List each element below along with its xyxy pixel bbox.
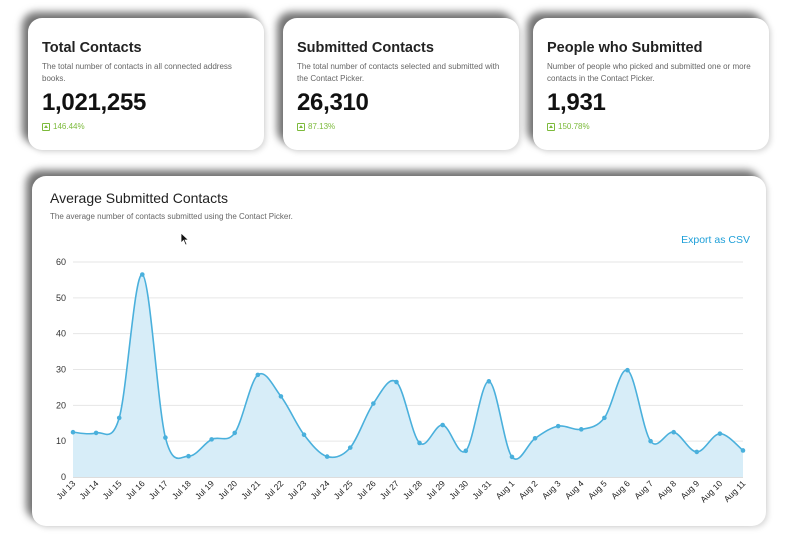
x-tick-label: Aug 3: [540, 478, 563, 501]
x-tick-label: Jul 15: [101, 478, 124, 501]
x-tick-label: Jul 26: [355, 478, 378, 501]
stat-delta: 150.78%: [547, 122, 755, 131]
data-point[interactable]: [232, 430, 238, 436]
stat-delta: 87.13%: [297, 122, 505, 131]
data-point[interactable]: [93, 430, 99, 436]
data-point[interactable]: [463, 448, 469, 454]
stat-delta-value: 150.78%: [558, 122, 590, 131]
x-tick-label: Jul 22: [262, 478, 285, 501]
arrow-up-box-icon: [547, 122, 555, 131]
data-point[interactable]: [394, 379, 399, 385]
x-tick-label: Aug 8: [655, 478, 678, 501]
data-point[interactable]: [278, 394, 284, 399]
y-tick-label: 60: [56, 257, 66, 267]
x-tick-label: Aug 10: [698, 478, 724, 504]
data-point[interactable]: [255, 372, 261, 378]
x-tick-label: Jul 14: [77, 478, 100, 501]
x-tick-label: Jul 13: [54, 478, 77, 501]
stat-delta-value: 146.44%: [53, 122, 85, 131]
stat-value: 1,021,255: [42, 89, 147, 116]
y-tick-label: 20: [56, 400, 66, 410]
stat-card-total-contacts: Total Contacts The total number of conta…: [28, 18, 264, 150]
x-tick-label: Jul 28: [401, 478, 424, 501]
chart-subtitle: The average number of contacts submitted…: [50, 212, 293, 221]
x-tick-label: Jul 30: [447, 478, 470, 501]
data-point[interactable]: [625, 367, 630, 373]
data-point[interactable]: [532, 436, 538, 441]
x-tick-label: Jul 29: [424, 478, 447, 501]
data-point[interactable]: [116, 415, 122, 421]
export-csv-link[interactable]: Export as CSV: [681, 234, 750, 246]
x-tick-label: Jul 16: [124, 478, 147, 501]
stat-value: 1,931: [547, 89, 606, 116]
data-point[interactable]: [70, 429, 76, 435]
data-point[interactable]: [717, 431, 723, 436]
data-point[interactable]: [440, 422, 445, 428]
stat-description: The total number of contacts in all conn…: [42, 62, 232, 83]
y-tick-label: 40: [56, 329, 66, 339]
x-tick-label: Jul 31: [470, 478, 493, 501]
y-tick-label: 0: [61, 472, 66, 482]
x-tick-label: Aug 5: [586, 478, 609, 501]
data-point[interactable]: [602, 415, 607, 421]
x-tick-label: Jul 17: [147, 478, 170, 501]
y-tick-label: 30: [56, 365, 66, 375]
data-point[interactable]: [578, 427, 584, 432]
stat-delta: 146.44%: [42, 122, 250, 131]
stat-title: People who Submitted: [547, 40, 703, 56]
data-point[interactable]: [301, 432, 307, 438]
x-tick-label: Aug 7: [632, 478, 655, 501]
data-point[interactable]: [740, 448, 746, 453]
x-tick-label: Jul 19: [193, 478, 216, 501]
data-point[interactable]: [486, 379, 492, 384]
stat-delta-value: 87.13%: [308, 122, 336, 131]
data-point[interactable]: [509, 454, 515, 460]
x-tick-label: Jul 20: [216, 478, 239, 501]
x-tick-label: Aug 4: [563, 478, 586, 501]
stat-description: Number of people who picked and submitte…: [547, 62, 751, 83]
data-point[interactable]: [347, 445, 353, 450]
stat-card-people-submitted: People who Submitted Number of people wh…: [533, 18, 769, 150]
x-tick-label: Aug 6: [609, 478, 632, 501]
stat-value: 26,310: [297, 89, 369, 116]
x-tick-label: Jul 24: [308, 478, 331, 501]
data-point[interactable]: [694, 449, 700, 455]
data-point[interactable]: [186, 453, 191, 459]
data-point[interactable]: [555, 423, 561, 429]
data-point[interactable]: [209, 437, 214, 442]
data-point[interactable]: [163, 435, 168, 440]
stat-card-submitted-contacts: Submitted Contacts The total number of c…: [283, 18, 519, 150]
x-tick-label: Jul 18: [170, 478, 193, 501]
series-area: [73, 274, 743, 477]
mouse-pointer-icon: [180, 232, 190, 246]
stat-description: The total number of contacts selected an…: [297, 62, 500, 83]
x-tick-label: Jul 27: [378, 478, 401, 501]
x-tick-label: Jul 25: [332, 478, 355, 501]
y-tick-label: 50: [56, 293, 66, 303]
stat-title: Submitted Contacts: [297, 40, 434, 56]
data-point[interactable]: [140, 272, 145, 277]
stat-title: Total Contacts: [42, 40, 142, 56]
x-tick-label: Aug 2: [517, 478, 540, 501]
y-tick-label: 10: [56, 436, 66, 446]
x-tick-label: Jul 23: [285, 478, 308, 501]
data-point[interactable]: [417, 440, 422, 446]
x-tick-label: Aug 11: [722, 478, 748, 504]
x-tick-label: Jul 21: [239, 478, 262, 501]
data-point[interactable]: [371, 401, 376, 406]
arrow-up-box-icon: [297, 122, 305, 131]
data-point[interactable]: [324, 454, 330, 459]
data-point[interactable]: [671, 429, 676, 435]
chart-title: Average Submitted Contacts: [50, 190, 228, 206]
x-tick-label: Aug 1: [494, 478, 517, 501]
data-point[interactable]: [648, 438, 653, 444]
arrow-up-box-icon: [42, 122, 50, 131]
